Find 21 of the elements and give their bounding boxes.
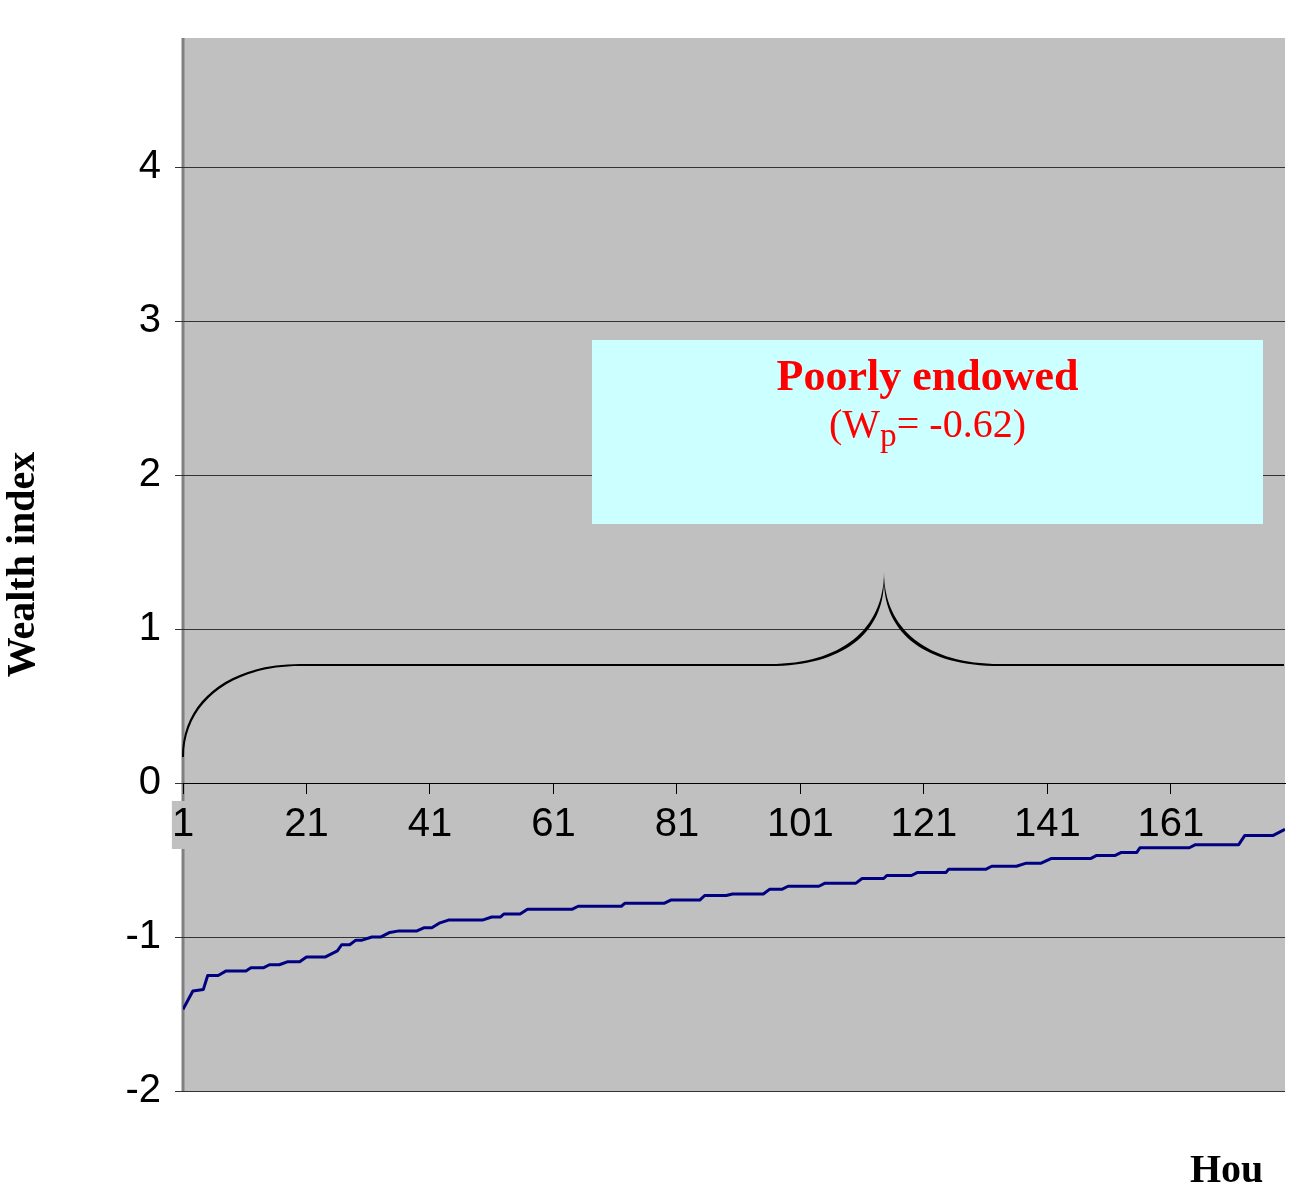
callout-box: Poorly endowed (W$_{p}$= -0.62) xyxy=(592,340,1263,524)
x-axis-title: Hou xyxy=(1190,1145,1264,1192)
y-axis-title: Wealth index xyxy=(0,451,44,678)
y-tick-label: -2 xyxy=(125,1066,161,1111)
x-tick-label: 121 xyxy=(890,800,958,845)
y-tick-label: -1 xyxy=(125,912,161,957)
y-tick-label: 1 xyxy=(138,604,161,649)
y-tick-label: 3 xyxy=(138,296,161,341)
annotation: Poorly endowed xyxy=(775,351,1080,400)
x-tick-label: 61 xyxy=(531,800,576,845)
x-tick-label: 161 xyxy=(1137,800,1205,845)
x-tick-label: 101 xyxy=(766,800,834,845)
x-tick-label: 81 xyxy=(654,800,700,845)
y-tick-label: 2 xyxy=(138,450,161,495)
x-tick-label: 41 xyxy=(407,800,453,845)
x-tick-label: 141 xyxy=(1013,800,1081,845)
x-tick-label: 1 xyxy=(171,800,195,845)
x-tick-label: 21 xyxy=(284,800,329,845)
y-tick-label: 0 xyxy=(138,758,161,803)
annotation: (W$_{p}$= -0.62) xyxy=(828,400,1027,455)
y-tick-label: 4 xyxy=(138,142,161,187)
